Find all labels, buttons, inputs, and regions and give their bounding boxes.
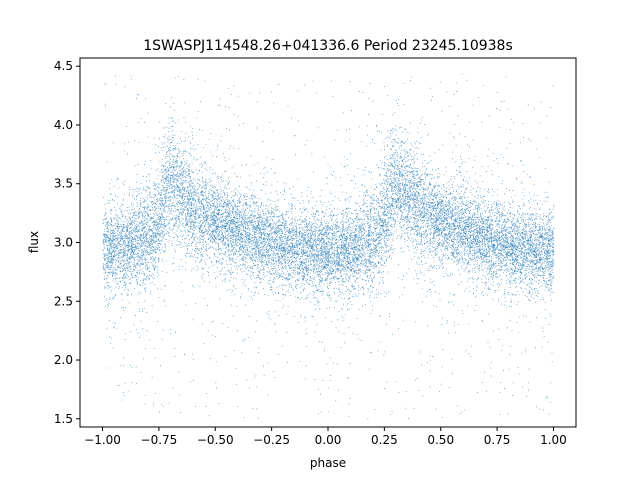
x-tick-label: 0.50	[427, 433, 454, 447]
x-tick-label: 0.00	[315, 433, 342, 447]
y-tick-label: 4.5	[54, 59, 73, 73]
x-axis-ticks: −1.00 −0.75 −0.50 −0.25 0.00 0.25 0.50 0.75 1.00	[84, 427, 567, 447]
x-tick-label: −0.25	[253, 433, 290, 447]
y-tick-label: 3.5	[54, 177, 73, 191]
x-tick-label: −0.50	[197, 433, 234, 447]
plot-area	[80, 58, 576, 427]
y-tick-label: 4.0	[54, 118, 73, 132]
y-tick-label: 2.5	[54, 294, 73, 308]
x-tick-label: 1.00	[540, 433, 567, 447]
y-axis-label: flux	[27, 231, 41, 253]
x-tick-label: −0.75	[141, 433, 178, 447]
x-tick-label: 0.75	[484, 433, 511, 447]
flux-points	[102, 73, 555, 420]
y-tick-label: 1.5	[54, 412, 73, 426]
y-tick-label: 2.0	[54, 353, 73, 367]
x-axis-label: phase	[310, 456, 346, 470]
chart-title: 1SWASPJ114548.26+041336.6 Period 23245.1…	[143, 38, 513, 54]
y-axis-ticks: 1.5 2.0 2.5 3.0 3.5 4.0 4.5	[54, 59, 80, 426]
y-tick-label: 3.0	[54, 236, 73, 250]
x-tick-label: 0.25	[371, 433, 398, 447]
scatter-points	[102, 73, 555, 420]
x-tick-label: −1.00	[84, 433, 121, 447]
